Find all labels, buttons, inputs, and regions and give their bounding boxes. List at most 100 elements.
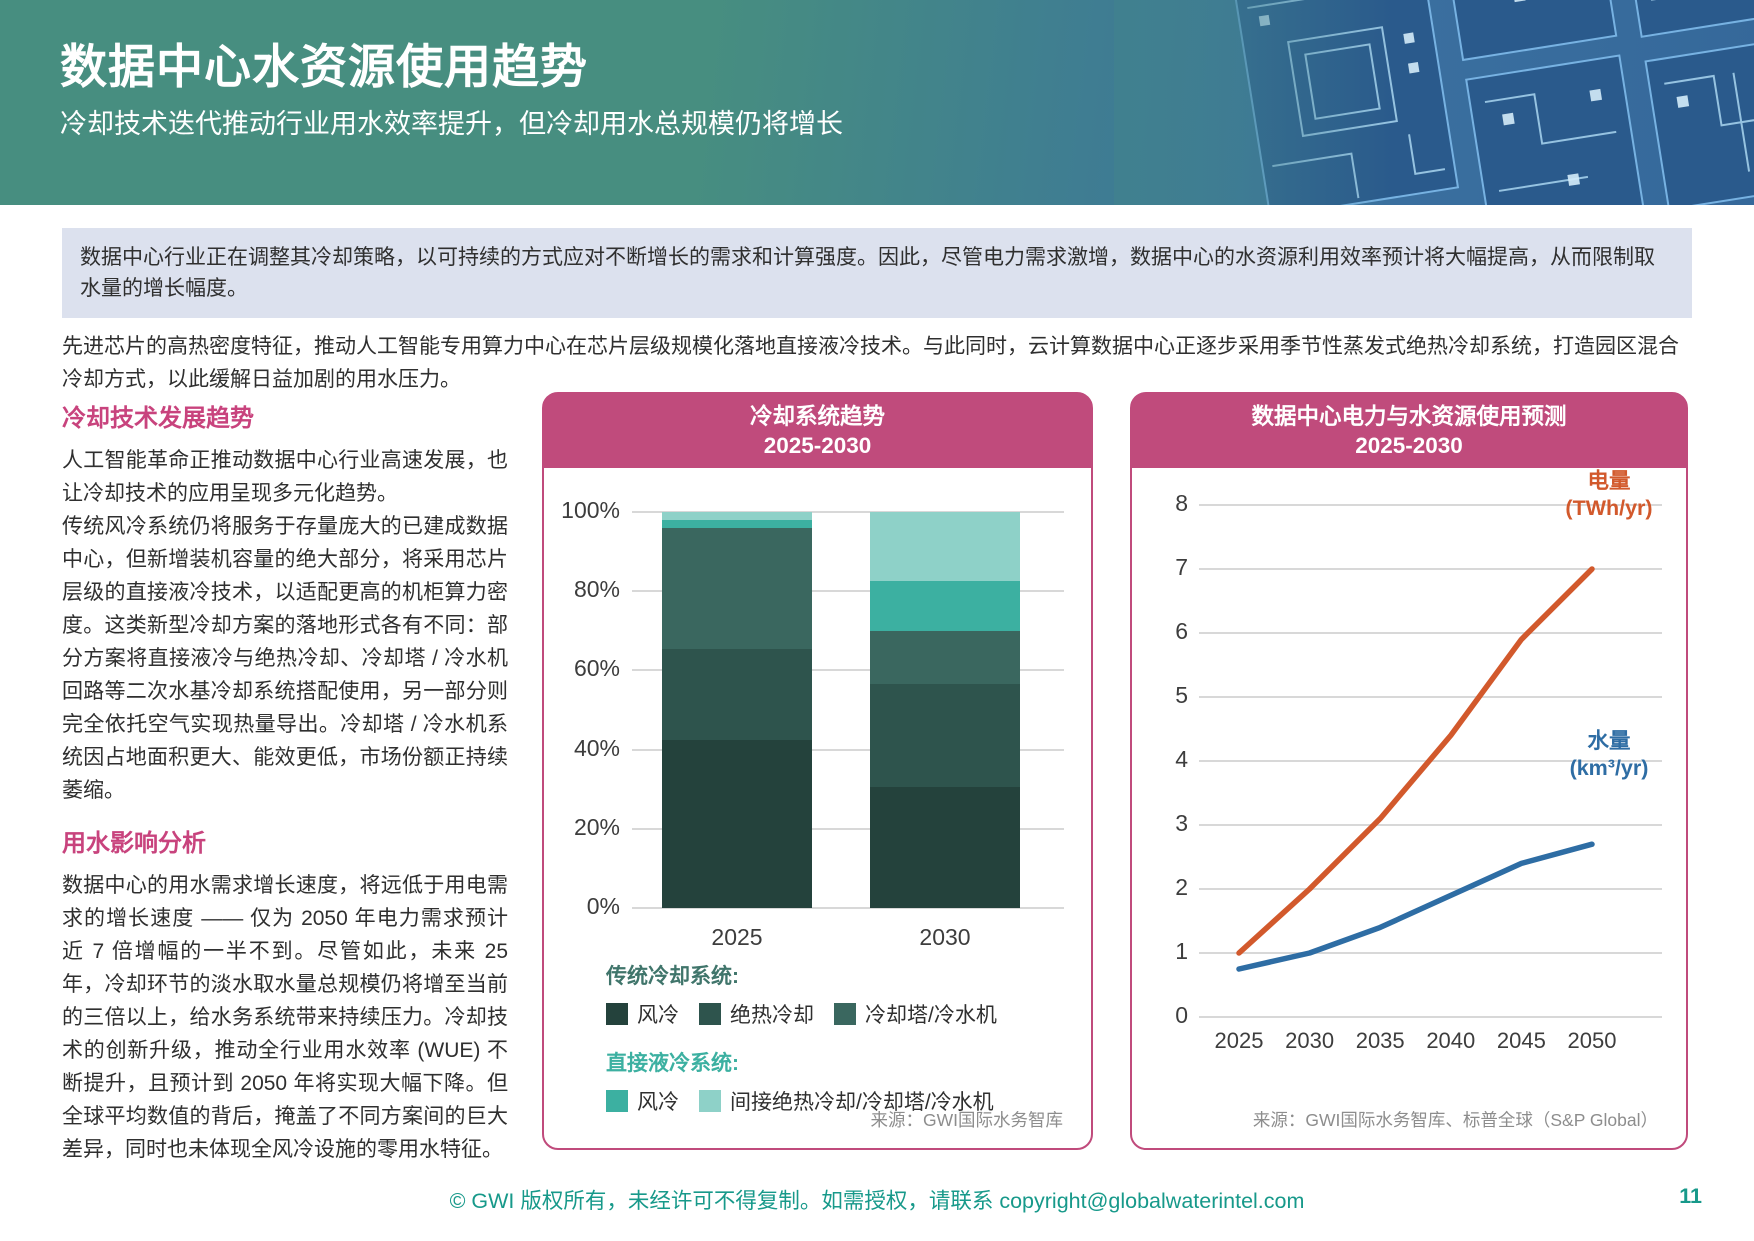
line-y-axis-label: 8 [1175, 490, 1188, 516]
page-header: 数据中心水资源使用趋势 冷却技术迭代推动行业用水效率提升，但冷却用水总规模仍将增… [0, 0, 1754, 205]
legend-swatch [699, 1090, 721, 1112]
bar-segment [870, 630, 1020, 685]
bar-chart-legend: 传统冷却系统: 风冷 绝热冷却 冷却塔/冷水机 直接液冷系统: 风冷 间接绝热冷却/冷却塔/… [606, 960, 1076, 1116]
stacked-bar-2030 [870, 512, 1020, 908]
legend-label: 冷却塔/冷水机 [865, 1004, 997, 1027]
bar-chart-title-bar: 冷却系统趋势 2025-2030 [543, 393, 1092, 468]
line-gridline [1199, 696, 1662, 698]
series-label-电量: 电量 (TWh/yr) [1544, 468, 1674, 522]
legend-swatch [606, 1003, 628, 1025]
line-y-axis-label: 7 [1175, 554, 1188, 580]
legend-item: 冷却塔/冷水机 [834, 999, 997, 1029]
legend-label: 间接绝热冷却/冷却塔/冷水机 [730, 1091, 994, 1114]
bar-x-axis-label: 2030 [919, 924, 971, 950]
line-y-axis-label: 0 [1175, 1002, 1188, 1028]
paragraph: 传统风冷系统仍将服务于存量庞大的已建成数据中心，但新增装机容量的绝大部分，将采用… [62, 515, 508, 802]
copyright-text: © GWI 版权所有，未经许可不得复制。如需授权，请联系 [449, 1189, 1000, 1213]
bar-gridline [632, 511, 1064, 513]
line-chart-title-bar: 数据中心电力与水资源使用预测 2025-2030 [1131, 393, 1687, 468]
line-gridline [1199, 952, 1662, 954]
bar-gridline [632, 907, 1064, 909]
bar-segment [870, 581, 1020, 631]
legend-item: 绝热冷却 [699, 999, 814, 1029]
legend-label: 绝热冷却 [730, 1004, 814, 1027]
line-x-axis-label: 2045 [1496, 1028, 1546, 1053]
legend-swatch [699, 1003, 721, 1025]
series-label-水量: 水量 (km³/yr) [1544, 728, 1674, 782]
line-x-axis-label: 2025 [1214, 1028, 1264, 1053]
bar-y-axis-label: 60% [573, 655, 620, 682]
legend-item: 风冷 [606, 1086, 679, 1116]
bar-y-axis-label: 80% [573, 576, 620, 603]
page-number: 11 [1679, 1184, 1702, 1208]
intro-paragraph: 先进芯片的高热密度特征，推动人工智能专用算力中心在芯片层级规模化落地直接液冷技术… [62, 335, 1679, 391]
line-gridline [1199, 632, 1662, 634]
line-plot: 0 1 2 3 4 5 6 7 8 2025 2030 2035 2040 2045 2050 电量 (TWh/… [1132, 394, 1686, 1148]
series-unit: (km³/yr) [1569, 756, 1649, 780]
legend-label: 风冷 [637, 1091, 679, 1114]
line-y-axis-label: 6 [1175, 618, 1188, 644]
line-x-axis-label: 2035 [1355, 1028, 1405, 1053]
page-title: 数据中心水资源使用趋势 [60, 40, 588, 93]
line-gridline [1199, 1016, 1662, 1018]
copyright-email-link[interactable]: copyright@globalwaterintel.com [999, 1189, 1305, 1213]
bar-y-axis-label: 20% [573, 813, 620, 840]
bar-segment [662, 527, 812, 649]
legend-label: 风冷 [637, 1004, 679, 1027]
circuit-board-image [1114, 0, 1754, 205]
legend-row: 风冷 间接绝热冷却/冷却塔/冷水机 [606, 1086, 1076, 1116]
line-y-axis-label: 1 [1175, 938, 1188, 964]
line-x-axis-label: 2030 [1285, 1028, 1335, 1053]
legend-item: 风冷 [606, 999, 679, 1029]
section-heading-water-impact: 用水影响分析 [62, 830, 206, 857]
legend-group-title: 直接液冷系统: [606, 1052, 739, 1075]
legend-group-title: 传统冷却系统: [606, 965, 739, 988]
forecast-lines-svg [1236, 566, 1595, 972]
bar-chart-title: 冷却系统趋势 [749, 404, 885, 429]
paragraph: 人工智能革命正推动数据中心行业高速发展，也让冷却技术的应用呈现多元化趋势。 [62, 449, 508, 505]
summary-callout: 数据中心行业正在调整其冷却策略，以可持续的方式应对不断增长的需求和计算强度。因此… [62, 228, 1692, 318]
left-text-column: 冷却技术发展趋势 人工智能革命正推动数据中心行业高速发展，也让冷却技术的应用呈现… [62, 404, 508, 1166]
bar-segment [662, 648, 812, 740]
bar-gridline [632, 590, 1064, 593]
bar-chart-subtitle: 2025-2030 [763, 433, 872, 458]
page-subtitle: 冷却技术迭代推动行业用水效率提升，但冷却用水总规模仍将增长 [60, 109, 843, 139]
bar-y-axis-label: 0% [586, 893, 620, 919]
line-chart-source: 来源：GWI国际水务智库、标普全球（S&P Global） [1252, 1110, 1658, 1130]
legend-item: 间接绝热冷却/冷却塔/冷水机 [699, 1086, 994, 1116]
bar-segment [870, 787, 1020, 908]
bar-segment [870, 512, 1020, 582]
copyright-notice: © GWI 版权所有，未经许可不得复制。如需授权，请联系 copyright@g… [0, 1184, 1754, 1215]
line-y-axis-label: 5 [1175, 682, 1188, 708]
series-unit: (TWh/yr) [1565, 496, 1653, 520]
bar-x-axis-label: 2025 [711, 924, 763, 950]
series-line-电量 [1236, 566, 1595, 956]
line-gridline [1199, 504, 1662, 506]
summary-callout-text: 数据中心行业正在调整其冷却策略，以可持续的方式应对不断增长的需求和计算强度。因此… [80, 246, 1655, 300]
line-gridline [1199, 824, 1662, 826]
line-gridline [1199, 568, 1662, 570]
bar-segment [662, 519, 812, 528]
series-name: 水量 [1587, 729, 1631, 753]
stacked-bar-plot: 0% 20% 40% 60% 80% 100% 2025 2030 [561, 497, 1064, 950]
line-y-axis-label: 3 [1175, 810, 1188, 836]
line-gridline [1199, 888, 1662, 890]
bar-gridline [632, 827, 1064, 830]
power-water-forecast-card: 数据中心电力与水资源使用预测 2025-2030 0 1 2 3 4 5 6 7 8 2025 20… [1130, 392, 1688, 1150]
legend-swatch [834, 1003, 856, 1025]
legend-row: 风冷 绝热冷却 冷却塔/冷水机 [606, 999, 1076, 1029]
series-line-水量 [1236, 841, 1595, 972]
bar-segment [662, 512, 812, 520]
line-chart-subtitle: 2025-2030 [1355, 433, 1463, 458]
line-y-axis-label: 4 [1175, 746, 1188, 772]
stacked-bar-2025 [662, 512, 812, 908]
line-y-axis-label: 2 [1175, 874, 1188, 900]
line-chart-title: 数据中心电力与水资源使用预测 [1251, 404, 1567, 429]
paragraph: 数据中心的用水需求增长速度，将远低于用电需求的增长速度 —— 仅为 2050 年… [62, 874, 508, 1161]
legend-swatch [606, 1090, 628, 1112]
bar-gridline [632, 669, 1064, 672]
series-name: 电量 [1587, 469, 1631, 493]
bar-y-axis-label: 40% [573, 734, 620, 761]
bar-segment [662, 739, 812, 908]
